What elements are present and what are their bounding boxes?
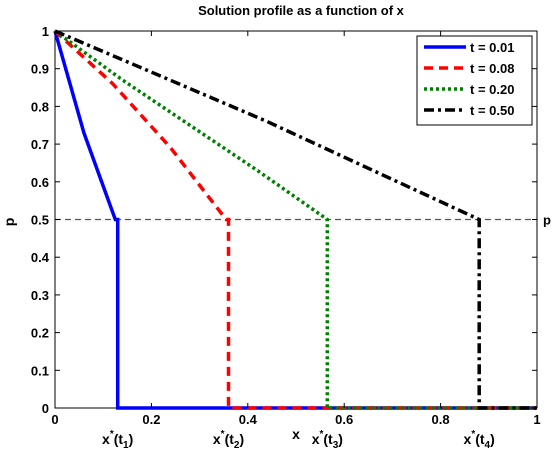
front-label: x*(t2)	[213, 429, 244, 451]
plot-area: p 00.10.20.30.40.50.60.70.80.91 0 0.2 0.4 0…	[31, 24, 551, 427]
series-line-1	[53, 30, 537, 410]
y-tick-label: 0	[42, 401, 49, 416]
y-tick-label: 0.5	[31, 213, 49, 228]
x-tick-label: 0	[51, 412, 58, 427]
front-label: x*(t1)	[102, 429, 133, 451]
legend-label-1: t = 0.01	[470, 40, 514, 55]
y-axis-label: p	[1, 218, 17, 227]
y-tick-label: 0.7	[31, 137, 49, 152]
series-line-2	[53, 29, 537, 410]
legend-label-4: t = 0.50	[470, 103, 514, 118]
legend-label-3: t = 0.20	[470, 82, 514, 97]
legend-box	[416, 35, 533, 126]
front-labels: x*(t1) x*(t2) x*(t3) x*(t4)	[102, 429, 495, 451]
front-label: x*(t4)	[464, 429, 495, 451]
y-axis: 0 0.1 0.2 0.3 0.4 0.5 0.6 0.7 0.8 0.9 1	[31, 24, 537, 416]
x-axis: 0 0.2 0.4 0.6 0.8 1	[51, 31, 541, 427]
legend: t = 0.01 t = 0.08 t = 0.20 t = 0.50	[416, 35, 533, 126]
x-axis-label: x	[292, 426, 300, 442]
y-tick-label: 1	[42, 24, 49, 39]
reference-line-label: p	[543, 213, 551, 228]
legend-label-2: t = 0.08	[470, 61, 514, 76]
chart-title: Solution profile as a function of x	[198, 3, 405, 18]
x-tick-label: 1	[533, 412, 540, 427]
series-group	[53, 29, 537, 410]
reference-line-group: p	[55, 213, 551, 228]
y-tick-label: 0.2	[31, 326, 49, 341]
y-tick-label: 0.9	[31, 62, 49, 77]
y-tick-label: 0.4	[31, 250, 50, 265]
x-tick-label: 0.8	[432, 412, 450, 427]
x-tick-label: 0.2	[142, 412, 160, 427]
front-label: x*(t3)	[312, 429, 343, 451]
y-tick-label: 0.3	[31, 288, 49, 303]
x-tick-label: 0.6	[335, 412, 353, 427]
y-tick-label: 0.6	[31, 175, 49, 190]
y-tick-label: 0.8	[31, 99, 49, 114]
x-tick-label: 0.4	[239, 412, 258, 427]
y-tick-label: 0.1	[31, 363, 49, 378]
series-line-4	[54, 29, 537, 410]
